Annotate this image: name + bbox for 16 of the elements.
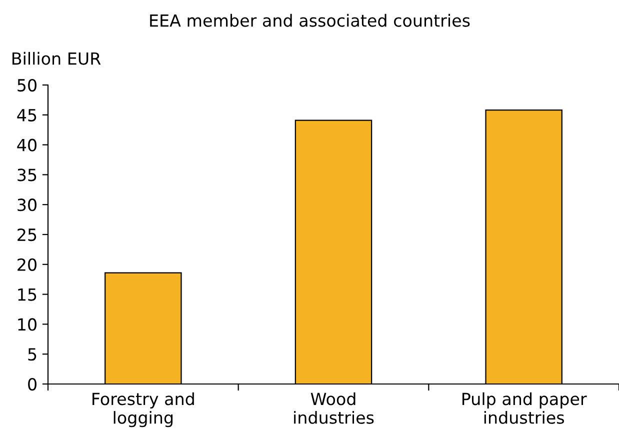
y-tick-label: 5 [28, 348, 36, 361]
y-tick-label: 15 [18, 288, 36, 301]
y-tick-label: 35 [18, 168, 36, 182]
y-tick-label: 40 [17, 138, 36, 152]
x-tick-label: Wood industries [294, 392, 374, 424]
chart-title: EEA member and associated countries [150, 14, 470, 27]
y-axis-title: Billion EUR [12, 52, 101, 65]
x-tick-label: Forestry and logging [92, 392, 194, 428]
y-tick-label: 45 [17, 109, 36, 122]
x-tick-label: Pulp and paper industries [462, 392, 587, 424]
y-tick-label: 50 [18, 78, 36, 92]
y-tick-label: 20 [18, 258, 36, 271]
y-tick-label: 25 [18, 228, 36, 242]
y-tick-label: 30 [18, 198, 36, 212]
y-tick-label: 10 [18, 318, 36, 331]
y-tick-label: 0 [28, 378, 36, 391]
